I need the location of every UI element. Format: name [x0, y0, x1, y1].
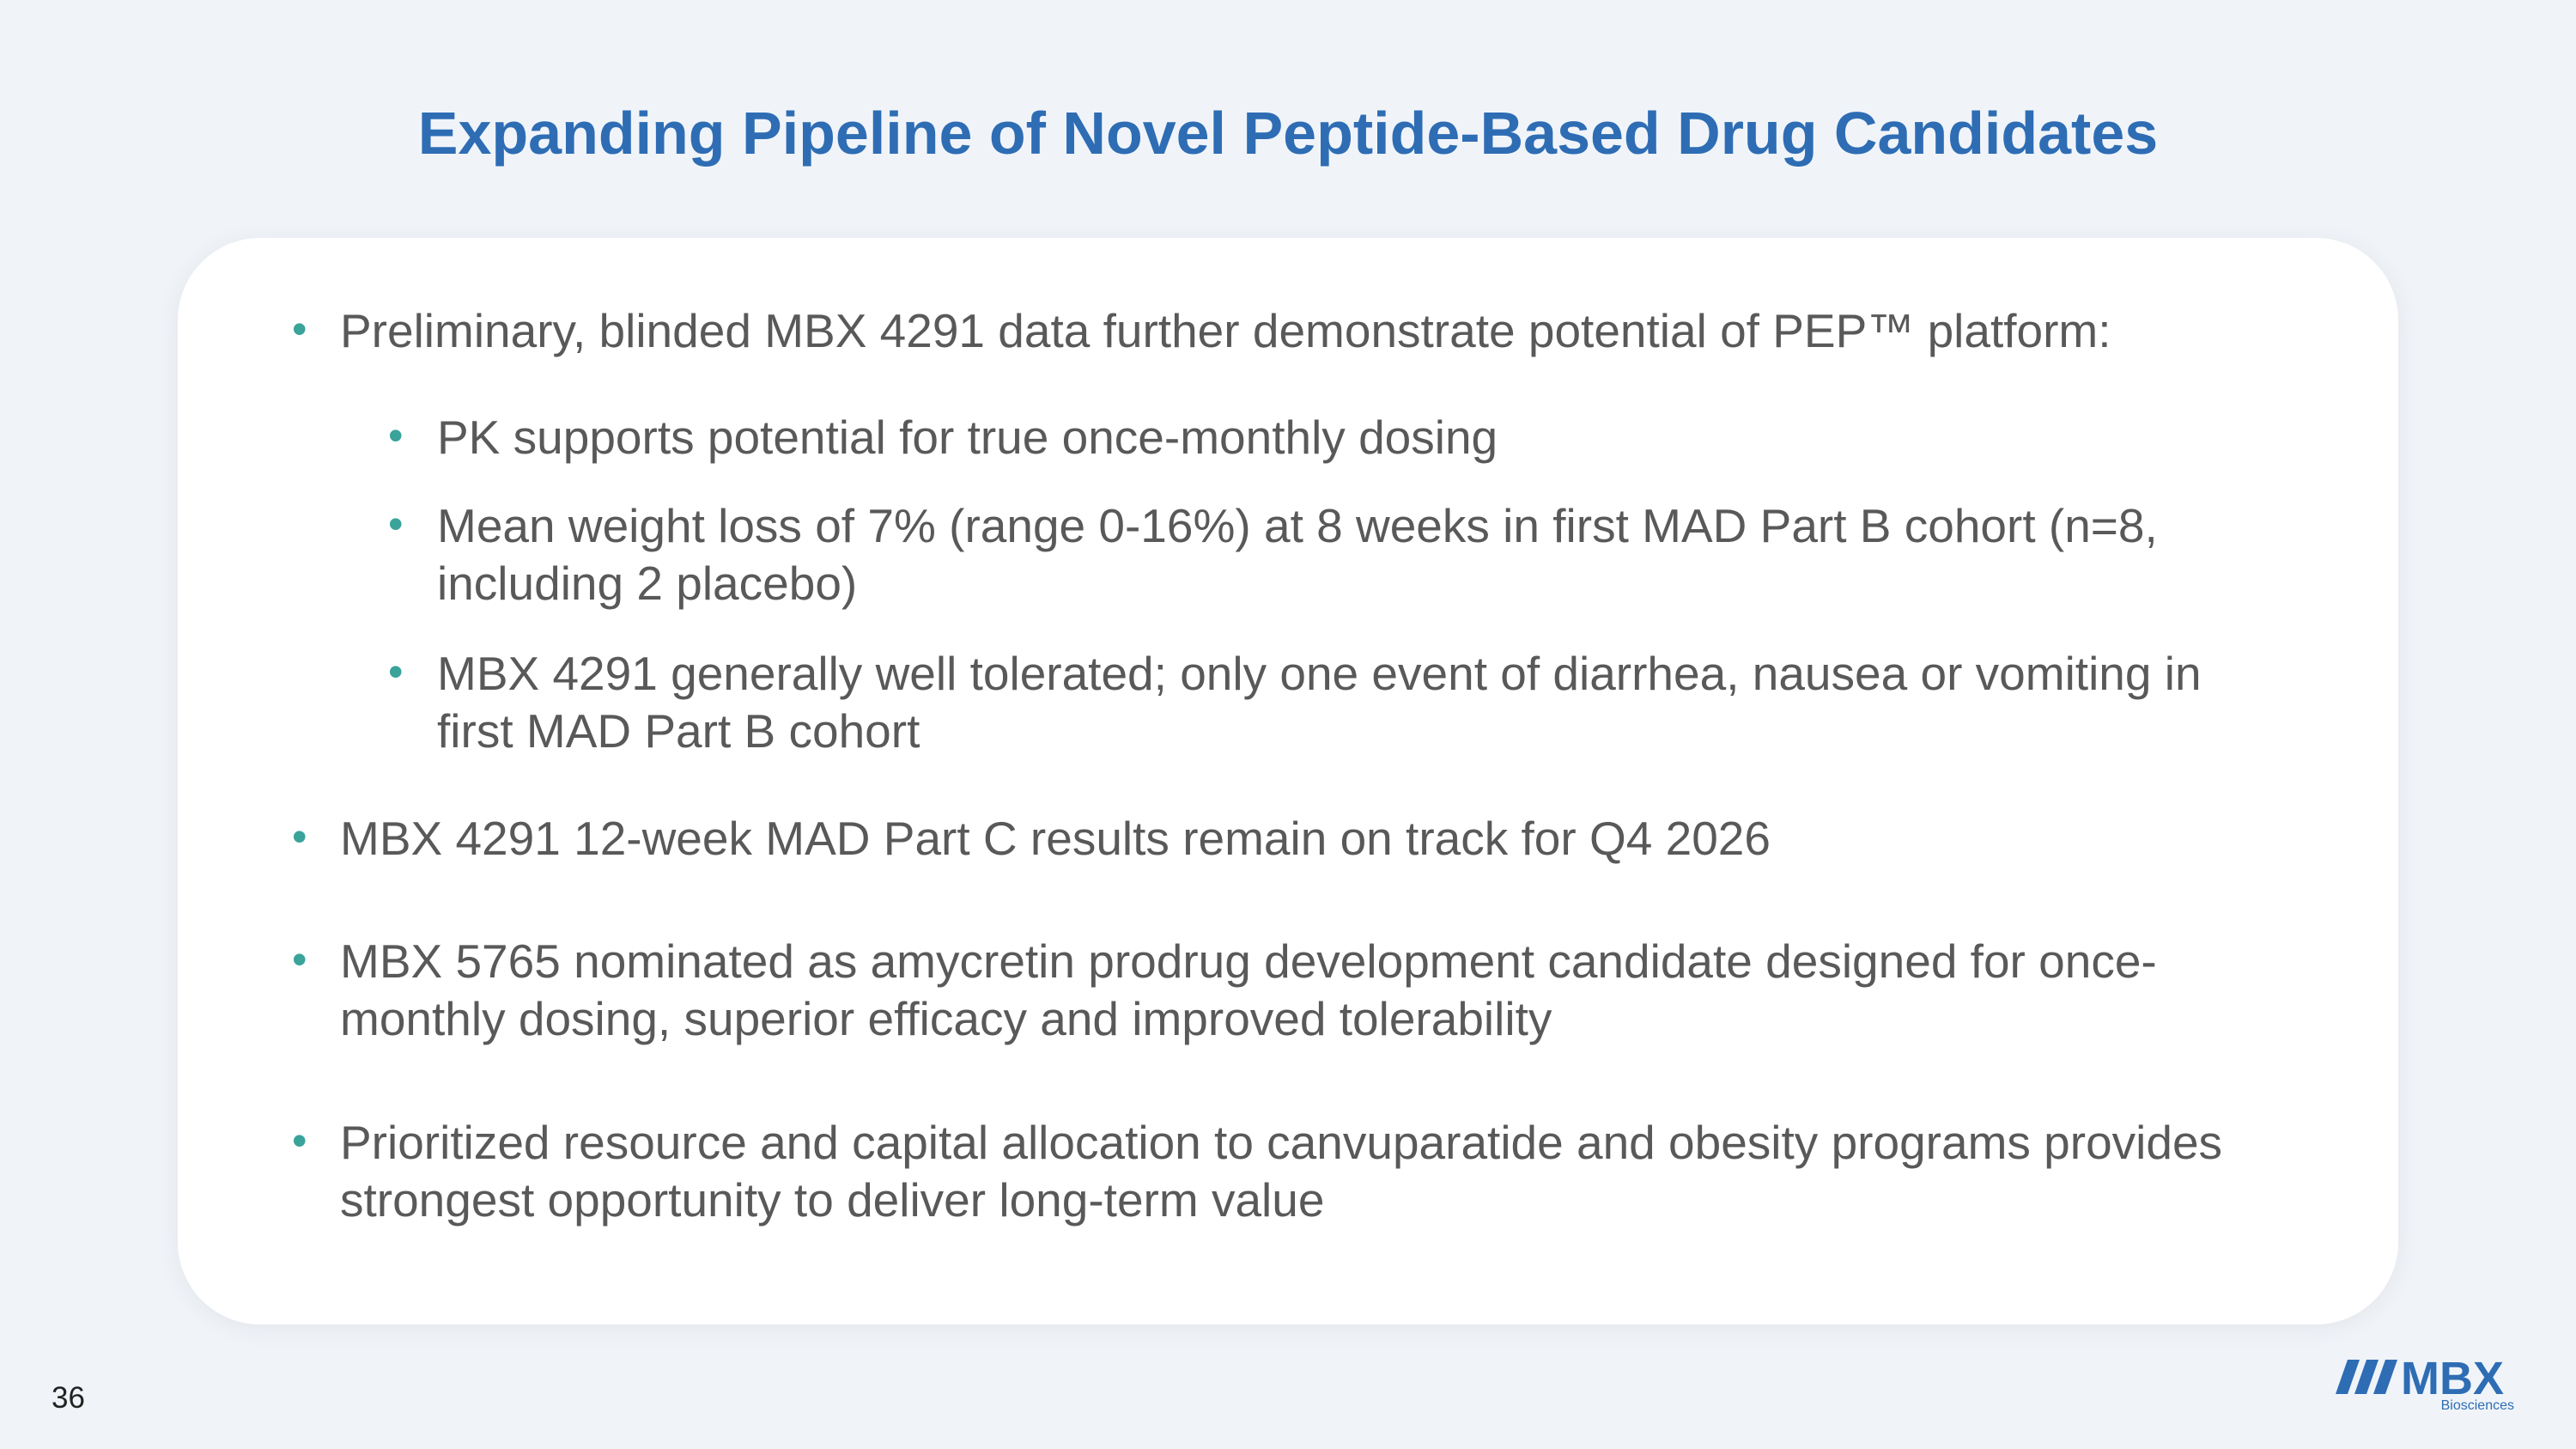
bullet-text: Prioritized resource and capital allocat…	[340, 1116, 2223, 1227]
bullet-dot: •	[292, 1117, 307, 1165]
bullet-dot: •	[292, 935, 307, 983]
page-number: 36	[52, 1381, 85, 1415]
sub-bullet-dot: •	[388, 648, 404, 696]
logo-tagline: Biosciences	[2441, 1398, 2514, 1413]
bullet-dot: •	[292, 305, 307, 353]
logo-name: MBX	[2401, 1353, 2504, 1404]
bullet-dot: •	[292, 813, 307, 861]
bullet-text: MBX 5765 nominated as amycretin prodrug …	[340, 935, 2157, 1045]
sub-bullet-text: MBX 4291 generally well tolerated; only …	[437, 647, 2202, 758]
sub-bullet-text: Mean weight loss of 7% (range 0-16%) at …	[437, 499, 2158, 610]
sub-bullet-dot: •	[388, 500, 404, 548]
sub-bullet-dot: •	[388, 411, 404, 460]
bullet-text: Preliminary, blinded MBX 4291 data furth…	[340, 304, 2111, 357]
logo: MBX Biosciences	[2336, 1353, 2514, 1413]
bullet-text: MBX 4291 12-week MAD Part C results rema…	[340, 812, 1771, 865]
sub-bullet-text: PK supports potential for true once-mont…	[437, 411, 1498, 464]
slide-title: Expanding Pipeline of Novel Peptide-Base…	[417, 100, 2159, 167]
content-card	[178, 238, 2398, 1324]
